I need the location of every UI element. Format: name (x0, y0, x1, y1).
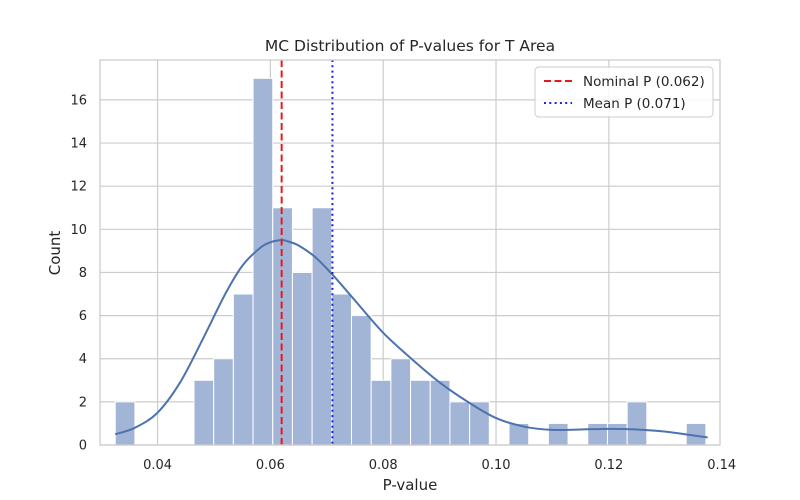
y-tick-label-5: 10 (70, 223, 87, 238)
kde-curve-layer (114, 239, 708, 439)
histogram-bar-10 (311, 207, 333, 446)
x-axis-ticks: 0.04 0.06 0.08 0.10 0.12 0.14 (143, 458, 736, 473)
y-tick-label-6: 12 (70, 180, 87, 195)
y-tick-label-1: 2 (79, 395, 87, 410)
histogram-bar-11 (331, 293, 352, 446)
x-tick-label-0: 0.04 (143, 458, 172, 473)
histogram-bar-6 (232, 293, 254, 446)
axes-frame (99, 59, 721, 446)
y-tick-label-8: 16 (70, 93, 87, 108)
legend: Nominal P (0.062) Mean P (0.071) (534, 66, 714, 118)
y-tick-label-7: 14 (70, 137, 87, 152)
histogram-bar-22 (547, 422, 569, 446)
x-tick-label-1: 0.06 (256, 458, 285, 473)
histogram-bar-4 (193, 379, 215, 446)
y-tick-label-0: 0 (79, 439, 87, 454)
plot-frame (99, 59, 721, 446)
x-tick-label-5: 0.14 (707, 458, 736, 473)
legend-box (534, 66, 714, 118)
histogram-bar-17 (449, 401, 471, 446)
histogram-bar-14 (390, 358, 412, 446)
legend-mean-label: Mean P (0.071) (583, 96, 686, 112)
histogram-bar-15 (410, 379, 431, 446)
x-tick-label-3: 0.10 (482, 458, 511, 473)
histogram-bar-5 (213, 358, 234, 446)
histogram-bar-13 (370, 379, 392, 446)
legend-nominal-label: Nominal P (0.062) (583, 74, 705, 90)
y-axis-title: Count (46, 231, 64, 276)
x-axis-title: P-value (383, 476, 438, 494)
x-tick-label-2: 0.08 (369, 458, 398, 473)
grid-lines (100, 60, 720, 446)
histogram-bar-0 (114, 401, 136, 446)
histogram-bar-12 (350, 315, 372, 446)
x-tick-label-4: 0.12 (594, 458, 623, 473)
histogram-bar-25 (606, 422, 628, 446)
y-axis-ticks: 0 2 4 6 8 10 12 14 16 (70, 93, 87, 453)
histogram-bar-16 (429, 379, 451, 446)
y-tick-label-2: 4 (79, 352, 87, 367)
reference-lines (280, 60, 334, 445)
histogram-bar-26 (626, 401, 648, 446)
kde-curve (114, 239, 708, 439)
histogram-bar-9 (291, 271, 313, 446)
y-tick-label-4: 8 (79, 266, 87, 281)
histogram-bar-24 (587, 422, 608, 446)
histogram-bar-7 (252, 77, 274, 446)
y-tick-label-3: 6 (79, 309, 87, 324)
chart-title: MC Distribution of P-values for T Area (265, 37, 555, 55)
